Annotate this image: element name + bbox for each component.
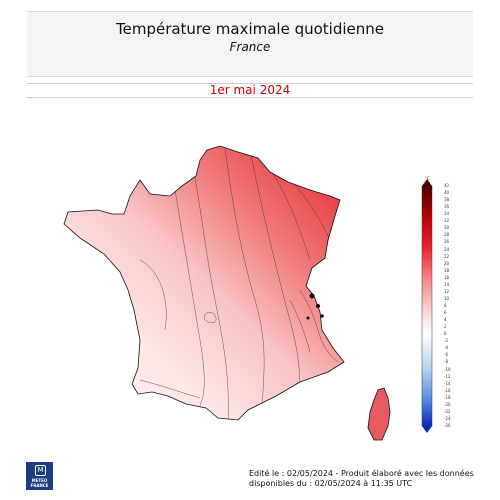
alps-contour-detail	[306, 293, 324, 320]
legend-tick-label: 34	[444, 211, 450, 217]
legend-tick-label: -26	[444, 423, 451, 428]
footer-line-2: disponibles du : 02/05/2024 à 11:35 UTC	[249, 479, 413, 488]
legend-tick-label: 18	[444, 267, 450, 273]
legend-tick-label: -6	[444, 352, 448, 358]
legend-tick-label: 22	[444, 253, 450, 259]
legend-tick-label: 20	[444, 260, 450, 266]
legend-tick-label: 36	[444, 204, 450, 210]
legend-tick-label: -2	[444, 338, 448, 344]
legend-tick-label: 0	[444, 331, 447, 337]
legend-tick-label: 40	[444, 190, 450, 196]
date-label: 1er mai 2024	[209, 83, 291, 97]
legend-tick-label: -24	[444, 415, 451, 421]
legend-tick-label: 4	[444, 317, 447, 323]
legend-tick-label: -14	[444, 380, 451, 386]
footer-line-1: Edité le : 02/05/2024 - Produit élaboré …	[249, 469, 474, 478]
legend-tick-label: 32	[444, 218, 450, 224]
logo-mark: M	[35, 465, 46, 476]
legend-tick-label: 16	[444, 274, 450, 280]
legend-tick-label: -8	[444, 359, 448, 365]
legend-tick-label: 24	[444, 246, 450, 252]
legend-tick-label: 8	[444, 303, 447, 308]
page-subtitle: France	[229, 40, 271, 54]
legend-tick-label: 30	[444, 225, 450, 231]
legend-unit: °C	[424, 176, 430, 181]
legend-tick-label: 6	[444, 310, 447, 316]
legend-tick-label: 2	[444, 324, 447, 330]
legend-tick-label: 12	[444, 288, 450, 294]
logo-text: METEO FRANCE	[30, 478, 49, 488]
legend-tick-label: 38	[444, 197, 450, 203]
legend-tick-label: -18	[444, 394, 451, 400]
legend-tick-label: -12	[444, 373, 451, 379]
legend-tick-label: -16	[444, 387, 451, 393]
legend-tick-label: -20	[444, 401, 451, 407]
mainland-france	[63, 145, 345, 421]
footer-note: Edité le : 02/05/2024 - Produit élaboré …	[249, 469, 474, 489]
legend-tick-label: 42	[444, 183, 450, 188]
legend-tick-label: -4	[444, 345, 448, 351]
legend-tick-label: -22	[444, 408, 451, 414]
page-title: Température maximale quotidienne	[115, 20, 384, 38]
legend-tick-label: -10	[444, 366, 451, 372]
legend-tick-label: 10	[444, 295, 450, 301]
legend-tick-label: 28	[444, 232, 450, 238]
isotherm-lines	[139, 147, 339, 420]
legend-bottom-arrow	[422, 426, 432, 433]
meteo-france-logo: M METEO FRANCE	[26, 462, 53, 490]
corsica	[367, 387, 391, 441]
separator-bottom	[27, 97, 473, 98]
legend-top-arrow	[422, 179, 432, 186]
separator-top	[27, 83, 473, 84]
legend-tick-label: 26	[444, 239, 450, 245]
legend-color-bar	[421, 185, 433, 427]
legend-tick-label: 14	[444, 281, 450, 287]
header-panel: Température maximale quotidienne France	[27, 11, 473, 77]
